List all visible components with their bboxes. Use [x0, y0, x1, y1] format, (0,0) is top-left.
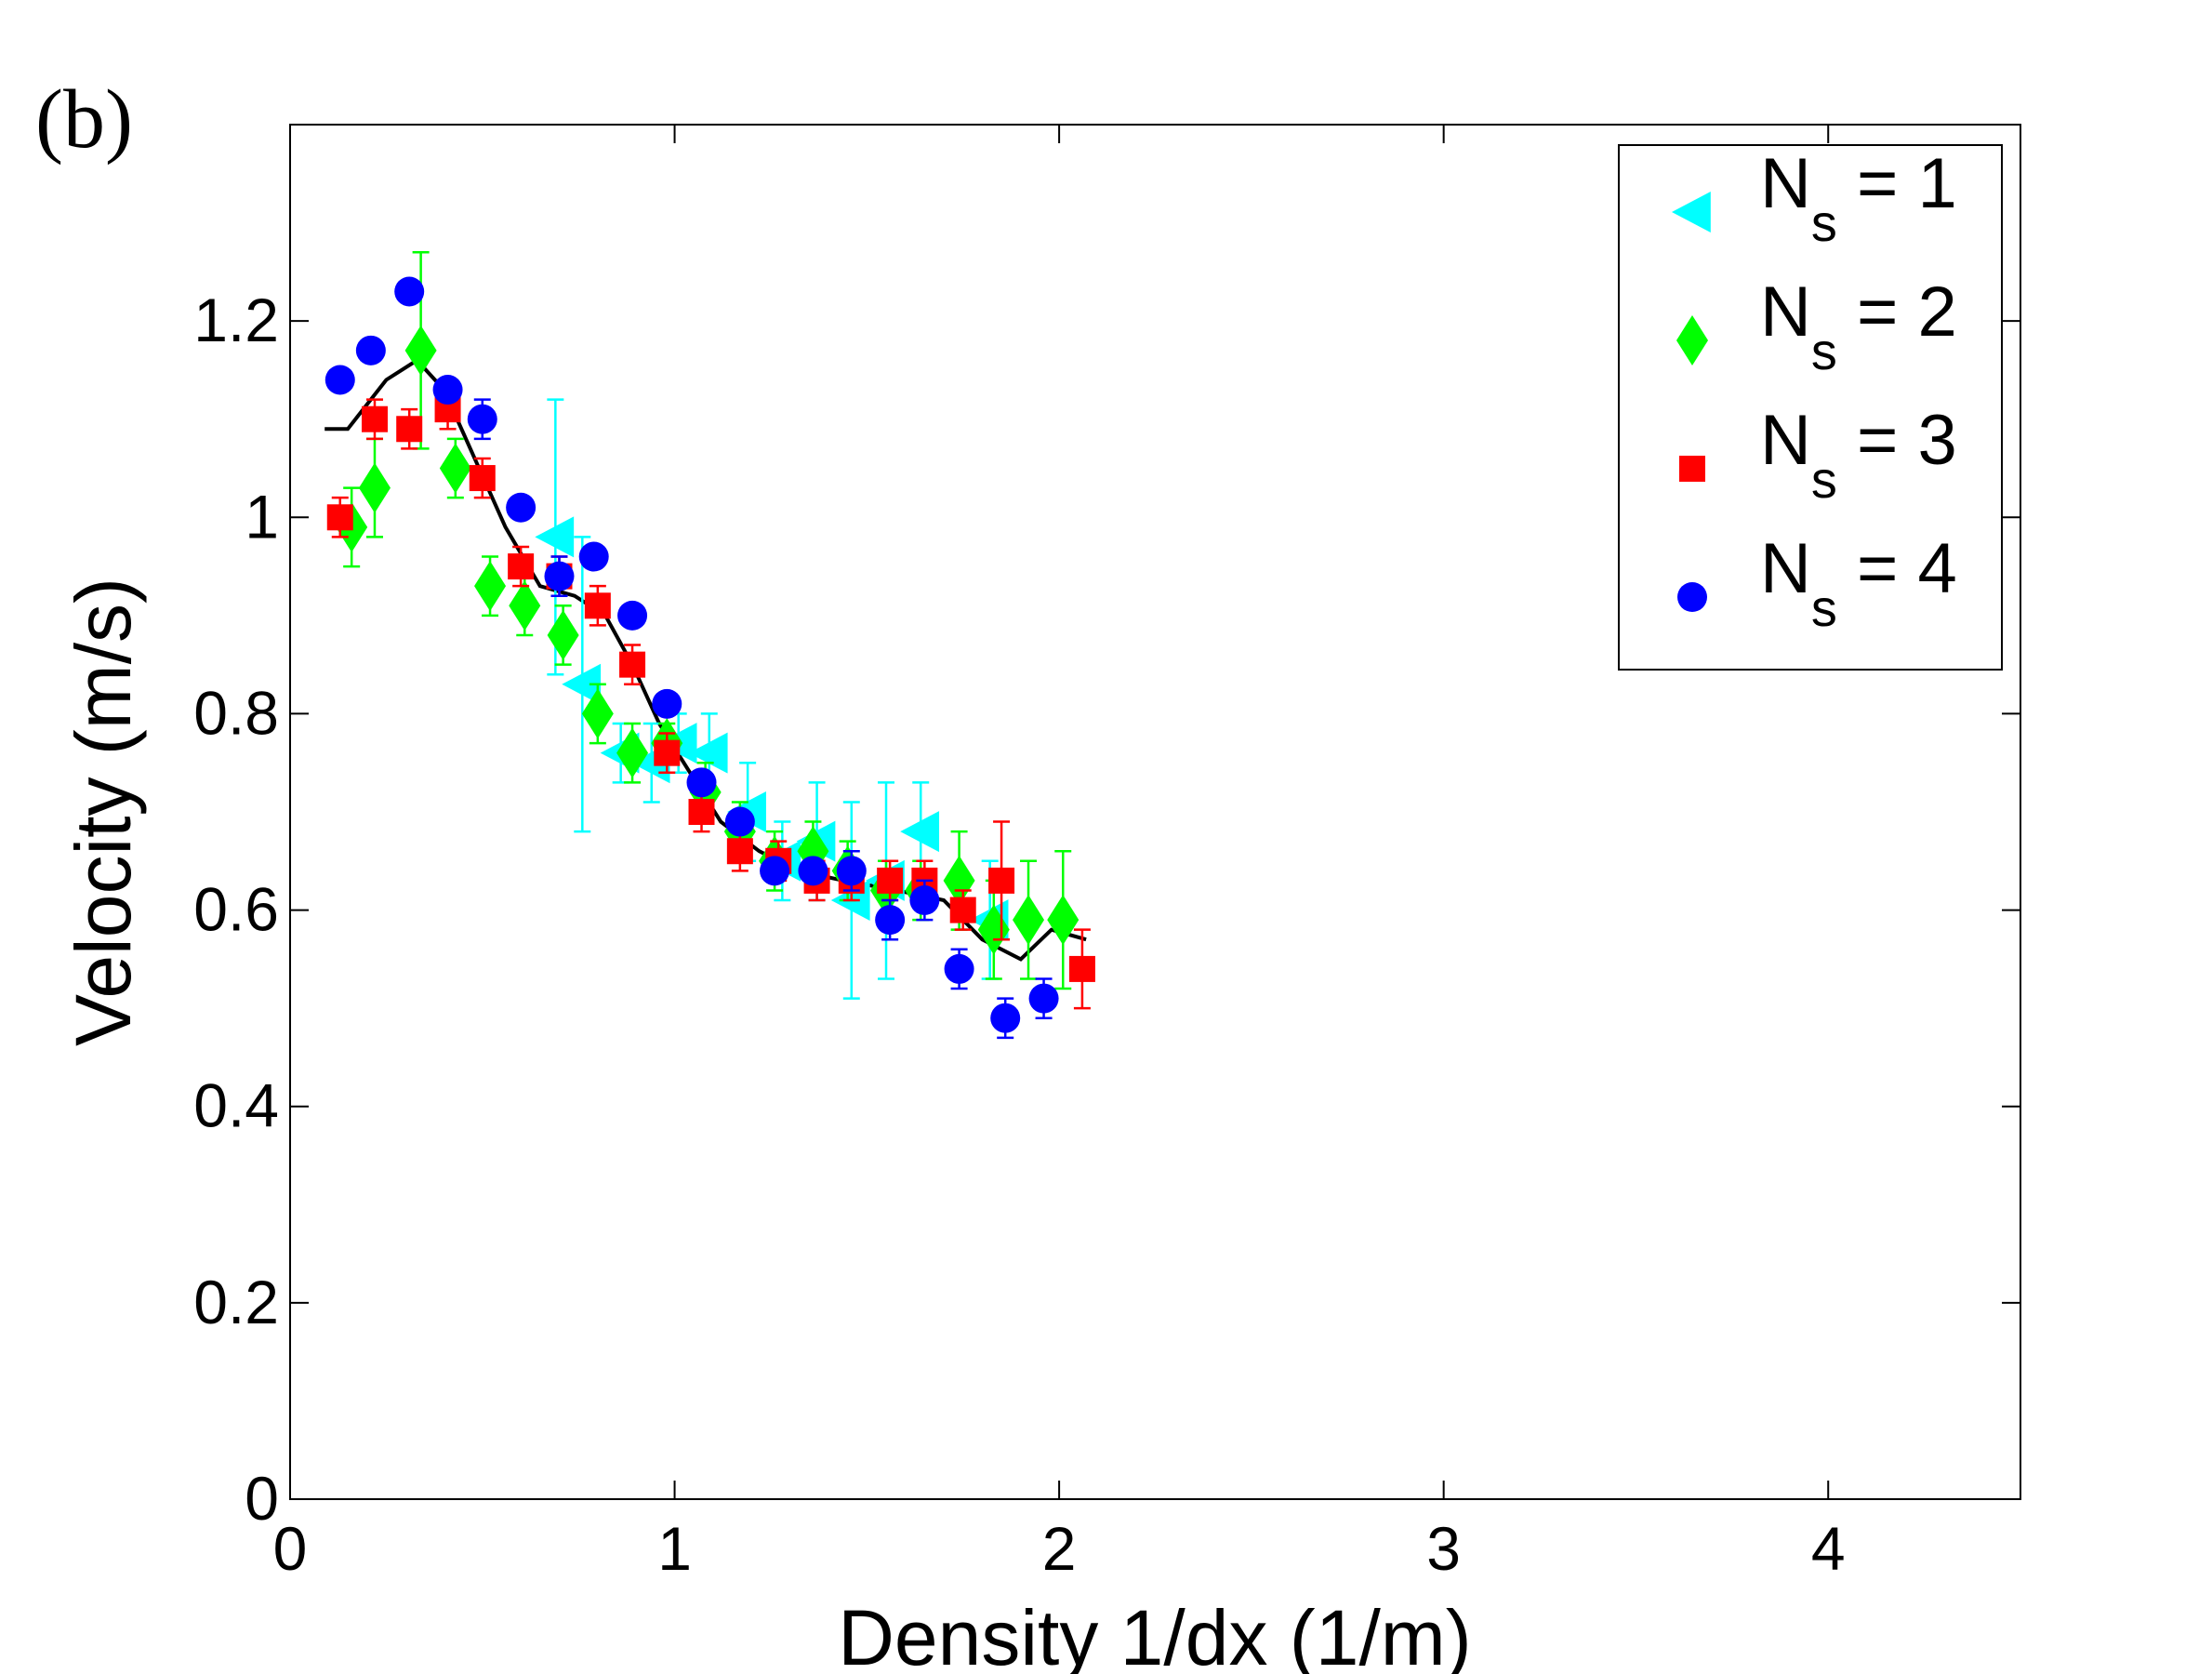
data-point [724, 806, 755, 837]
x-tick-label: 1 [657, 1514, 692, 1583]
y-axis-label: Velocity (m/s) [60, 578, 147, 1046]
data-point [361, 405, 388, 432]
data-point [949, 897, 976, 923]
data-point [1013, 895, 1045, 946]
y-tick-label: 1 [245, 482, 279, 551]
data-point [798, 856, 828, 886]
data-point [836, 856, 867, 886]
y-tick-label: 0.6 [193, 875, 279, 944]
legend-entry-4: Ns = 4 [1677, 529, 1957, 637]
y-tick-label: 0 [245, 1464, 279, 1533]
data-point [439, 443, 471, 494]
data-point [394, 276, 425, 307]
legend-label-main: N [1760, 144, 1811, 223]
legend-label: Ns = 3 [1760, 401, 1957, 509]
data-point [760, 856, 790, 886]
data-point [358, 462, 391, 513]
x-tick-label: 2 [1042, 1514, 1077, 1583]
data-point [355, 335, 386, 365]
y-tick-label: 0.2 [193, 1268, 279, 1336]
data-point [900, 811, 940, 853]
legend-entry-1: Ns = 1 [1672, 144, 1957, 252]
data-point [506, 492, 536, 523]
legend-label: Ns = 1 [1760, 144, 1957, 252]
data-point [578, 541, 609, 572]
legend-label-rest: = 1 [1837, 144, 1957, 223]
legend-marker [1672, 192, 1711, 232]
data-point [467, 404, 497, 434]
data-point [535, 516, 575, 558]
data-point [943, 855, 975, 906]
data-point [1047, 895, 1080, 946]
legend-label-sub: s [1811, 578, 1837, 637]
data-point [652, 688, 682, 719]
data-point [726, 838, 753, 865]
legend-label-main: N [1760, 529, 1811, 608]
y-tick-label: 0.4 [193, 1071, 279, 1140]
data-point [619, 651, 646, 678]
legend-label-sub: s [1811, 193, 1837, 252]
y-tick-label: 1.2 [193, 286, 279, 354]
data-point [944, 953, 974, 984]
series-4 [325, 276, 1059, 1040]
data-point [909, 885, 940, 916]
data-point [396, 416, 423, 443]
x-tick-label: 0 [273, 1514, 308, 1583]
data-point [686, 767, 717, 798]
data-point [875, 905, 906, 936]
legend-entry-3: Ns = 3 [1679, 401, 1957, 509]
ticks [289, 125, 2020, 1500]
legend-label: Ns = 4 [1760, 529, 1957, 637]
data-point [688, 799, 715, 825]
x-axis-label: Density 1/dx (1/m) [838, 1594, 1472, 1674]
plot-area [289, 124, 2021, 1500]
data-point [1028, 983, 1059, 1014]
data-point [325, 365, 355, 395]
x-tick-label: 4 [1811, 1514, 1846, 1583]
legend-label-rest: = 3 [1837, 401, 1957, 480]
data-point [877, 867, 904, 894]
data-point [581, 688, 614, 739]
legend-label-main: N [1760, 272, 1811, 352]
data-point [988, 867, 1015, 894]
x-tick-label: 3 [1426, 1514, 1461, 1583]
data-point [616, 727, 649, 778]
legend-entry-2: Ns = 2 [1676, 272, 1957, 380]
data-point [508, 553, 535, 580]
legend-label-sub: s [1811, 450, 1837, 509]
legend-label-rest: = 2 [1837, 272, 1957, 352]
legend-label-rest: = 4 [1837, 529, 1957, 608]
data-point [990, 1003, 1021, 1033]
legend-marker [1677, 582, 1707, 612]
legend-marker [1679, 456, 1705, 482]
data-point [474, 561, 507, 612]
data-point [617, 600, 648, 631]
data-point [688, 732, 728, 774]
legend-label: Ns = 2 [1760, 272, 1957, 380]
legend-marker [1676, 315, 1708, 365]
data-point [469, 465, 496, 492]
legend-label-main: N [1760, 401, 1811, 480]
data-point [584, 592, 611, 619]
data-point [654, 739, 681, 766]
y-tick-label: 0.8 [193, 678, 279, 747]
legend-box [1618, 144, 2003, 671]
panel-label: (b) [35, 73, 133, 166]
data-point [1068, 955, 1095, 982]
plot-frame [289, 124, 2021, 1500]
data-point [547, 609, 579, 660]
legend-label-sub: s [1811, 322, 1837, 380]
series-layer [325, 250, 1095, 1040]
data-point [432, 375, 463, 405]
data-point [404, 325, 437, 376]
data-point [326, 504, 353, 531]
data-point [544, 561, 575, 591]
legend: Ns = 1Ns = 2Ns = 3Ns = 4 [1618, 144, 2003, 671]
data-point [509, 580, 541, 631]
tick-labels: 0 1 2 3 4 0 0.2 0.4 0.6 0.8 1 1.2 [193, 286, 1845, 1583]
data-point [562, 663, 602, 705]
